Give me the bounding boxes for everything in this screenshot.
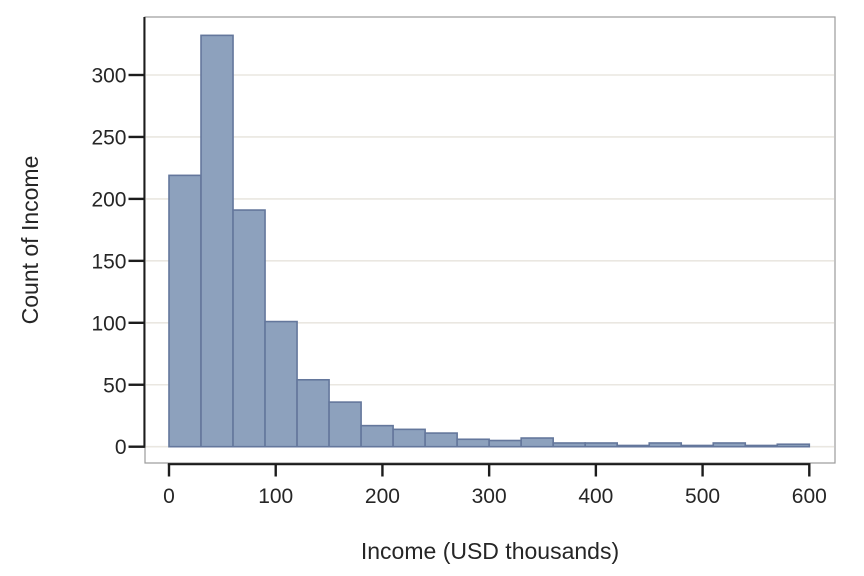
histogram-bar [360, 424, 394, 448]
y-tick-label: 50 [103, 374, 126, 397]
y-tick-label: 150 [91, 250, 126, 273]
histogram-bar [168, 174, 202, 448]
histogram-bar [232, 209, 266, 448]
histogram-bar [520, 437, 554, 448]
histogram-bar [424, 432, 458, 448]
x-tick-label: 200 [365, 485, 400, 508]
histogram-bar [584, 442, 619, 448]
histogram-bar [616, 444, 651, 448]
y-axis-title: Count of Income [17, 156, 43, 325]
histogram-bar [776, 443, 811, 448]
histogram-bar [200, 34, 234, 448]
histogram-bar [296, 378, 330, 448]
histogram-bar [680, 444, 715, 448]
y-tick-label: 200 [91, 188, 126, 211]
x-tick-label: 100 [258, 485, 293, 508]
histogram-bar [488, 439, 522, 448]
histogram-bar [712, 442, 747, 448]
x-axis-title: Income (USD thousands) [361, 538, 619, 564]
histogram-bar [744, 444, 779, 448]
x-tick-label: 0 [163, 485, 175, 508]
axes-layer: 0 50 100 150 200 250 300 0 100 200 300 400 500 600 [91, 17, 827, 508]
y-tick-label: 100 [91, 312, 126, 335]
y-tick-label: 250 [91, 126, 126, 149]
histogram-bar [648, 442, 683, 448]
bars-layer [168, 34, 811, 448]
histogram-bar [264, 320, 298, 448]
x-tick-label: 500 [685, 485, 720, 508]
histogram-bar [456, 438, 490, 448]
histogram-bar [392, 428, 426, 448]
y-tick-label: 0 [115, 436, 127, 459]
histogram-bar [552, 442, 586, 448]
x-tick-label: 300 [472, 485, 507, 508]
x-tick-label: 600 [792, 485, 827, 508]
histogram-bar [328, 401, 362, 448]
x-tick-label: 400 [578, 485, 613, 508]
y-tick-label: 300 [91, 65, 126, 88]
